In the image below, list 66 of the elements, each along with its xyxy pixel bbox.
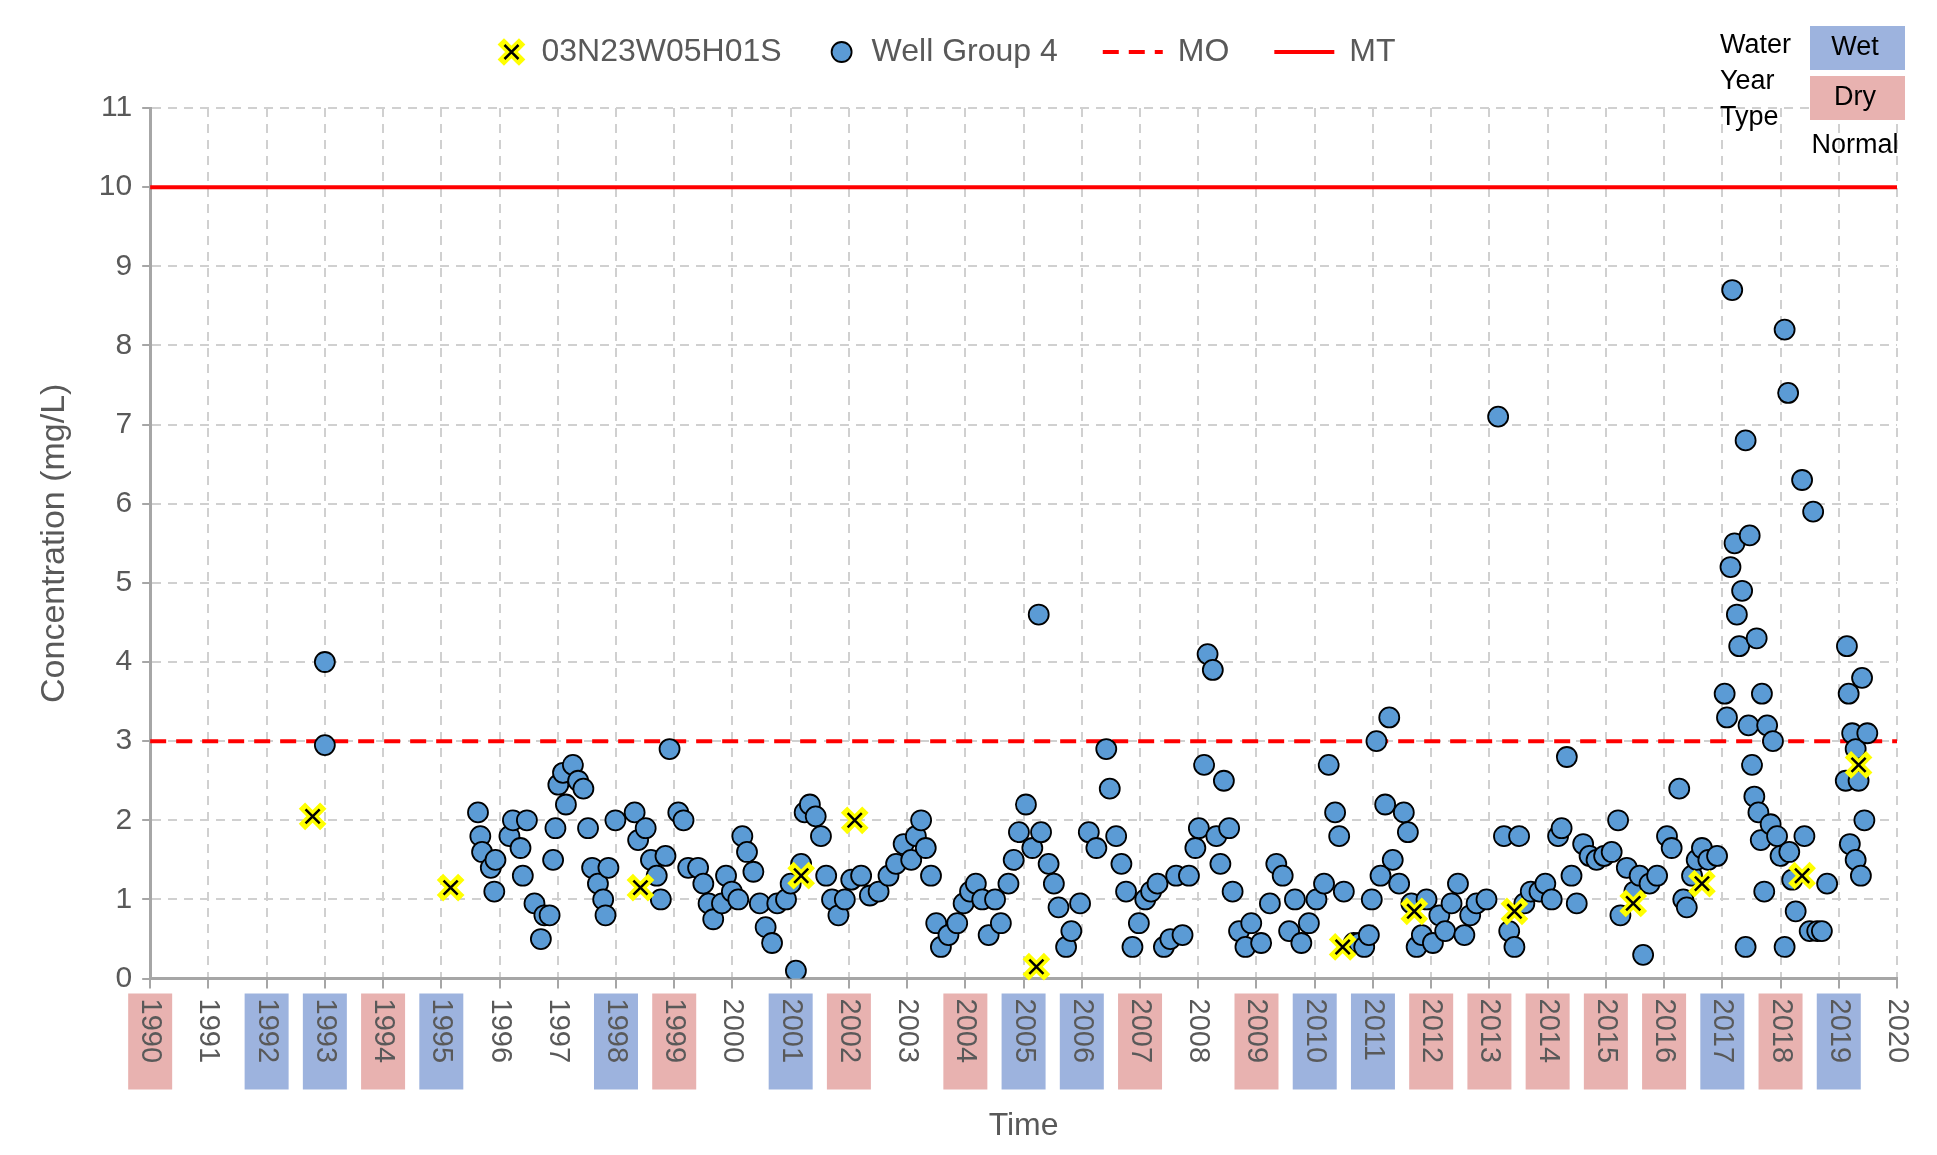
x-tick-label: 2010 <box>1300 998 1333 1064</box>
x-tick-label: 1999 <box>660 998 693 1064</box>
point <box>298 802 327 831</box>
x-axis-title: Time <box>988 1105 1059 1142</box>
y-tick-label: 7 <box>115 405 133 439</box>
annotation: Water Year Type <box>1720 29 1792 132</box>
y-tick-label: 10 <box>98 168 133 202</box>
y-tick-label: 5 <box>115 564 133 598</box>
point <box>1844 751 1873 779</box>
x-tick-label: 1996 <box>485 998 518 1064</box>
y-tick-label: 8 <box>115 326 133 360</box>
x-tick-label: 2000 <box>718 998 751 1064</box>
x-tick-label: 2006 <box>1067 998 1100 1064</box>
x-tick-label: 2002 <box>834 998 867 1064</box>
annotation: Normal <box>1811 129 1899 160</box>
x-tick-label: 2008 <box>1184 998 1217 1064</box>
x-tick-label: 2012 <box>1417 998 1450 1064</box>
point <box>1788 861 1816 890</box>
x-tick-label: 2013 <box>1475 998 1508 1064</box>
point <box>841 806 869 835</box>
y-tick-label: 9 <box>115 247 133 281</box>
x-tick-label: 2001 <box>776 998 809 1064</box>
x-tick-label: 1993 <box>310 998 343 1064</box>
y-tick-label: 2 <box>115 801 133 835</box>
y-tick-label: 4 <box>115 643 133 677</box>
x-tick-label: 1994 <box>369 998 402 1064</box>
y-tick-label: 6 <box>115 484 133 518</box>
x-tick-label: 2014 <box>1533 998 1566 1064</box>
x-tick-label: 1998 <box>601 998 634 1064</box>
y-tick-label: 0 <box>115 959 133 993</box>
x-tick-label: 2015 <box>1591 998 1624 1064</box>
x-tick-label: 1991 <box>194 998 227 1064</box>
point <box>436 873 465 902</box>
x-tick-label: 2018 <box>1766 998 1799 1064</box>
x-tick-label: 2020 <box>1883 998 1915 1064</box>
point <box>1619 889 1647 918</box>
x-tick-label: 2017 <box>1708 998 1741 1064</box>
legend-label: 03N23W05H01S <box>541 31 782 68</box>
point <box>1328 933 1357 961</box>
x-tick-label: 2004 <box>951 998 984 1064</box>
x-tick-label: 2007 <box>1126 998 1159 1064</box>
x-tick-label: 2016 <box>1650 998 1683 1064</box>
text: Wet <box>1831 31 1880 62</box>
x-tick-label: 1995 <box>427 998 460 1064</box>
x-tick-label: 2009 <box>1242 998 1275 1064</box>
y-tick-label: 3 <box>115 722 133 756</box>
legend-label: MT <box>1349 31 1396 68</box>
x-tick-label: 1997 <box>543 998 576 1064</box>
x-tick-label: 2003 <box>893 998 926 1064</box>
x-tick-label: 1992 <box>252 998 285 1064</box>
point <box>1500 897 1529 926</box>
y-axis-title: Concentration (mg/L) <box>32 383 71 703</box>
point <box>626 873 655 902</box>
x-tick-label: 2005 <box>1009 998 1042 1064</box>
point <box>1022 952 1051 981</box>
point <box>1688 869 1716 898</box>
x-tick-label: 2019 <box>1824 998 1857 1064</box>
point <box>787 861 815 890</box>
y-tick-label: 1 <box>115 880 133 914</box>
x-tick-label: 2011 <box>1358 998 1391 1061</box>
legend-label: Well Group 4 <box>871 31 1058 68</box>
x-tick-label: 1990 <box>136 998 169 1064</box>
y-tick-label: 11 <box>101 89 133 123</box>
point <box>1400 897 1428 926</box>
annotation: Dry <box>1834 81 1877 112</box>
legend-label: MO <box>1177 31 1230 68</box>
